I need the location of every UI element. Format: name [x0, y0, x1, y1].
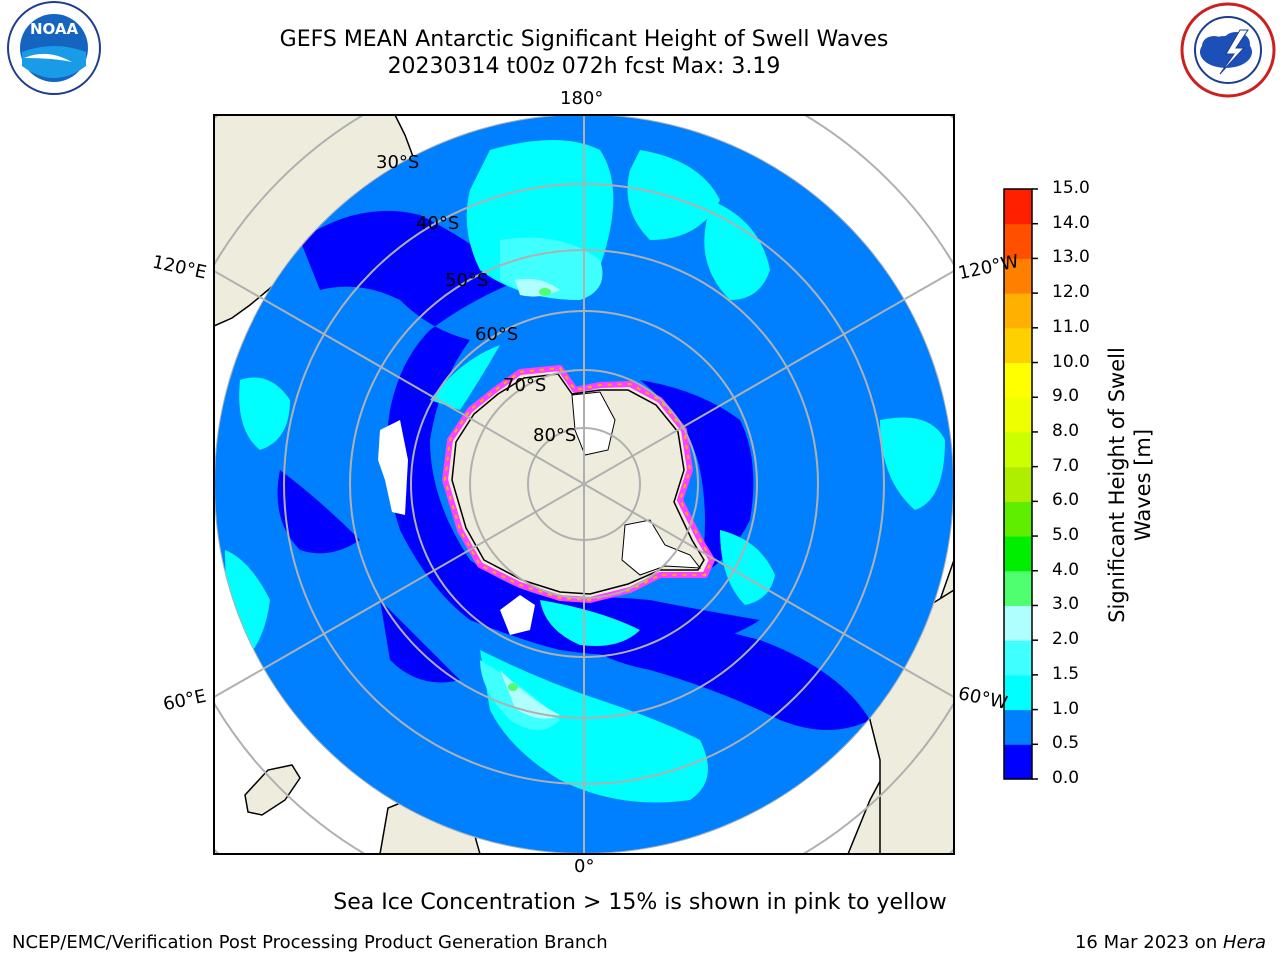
colorbar-segment — [1004, 223, 1032, 259]
colorbar-tick-label: 5.0 — [1052, 525, 1080, 546]
noaa-logo: NOAA — [7, 1, 101, 95]
colorbar-segment — [1004, 293, 1032, 329]
colorbar-segment — [1004, 570, 1032, 606]
credit-text: NCEP/EMC/Verification Post Processing Pr… — [12, 932, 608, 953]
colorbar-segment — [1004, 744, 1032, 780]
map-title: GEFS MEAN Antarctic Significant Height o… — [279, 27, 889, 52]
colorbar-segment — [1004, 640, 1032, 676]
colorbar-segment — [1004, 397, 1032, 433]
colorbar-tick-label: 0.5 — [1052, 733, 1080, 754]
colorbar-segment — [1004, 431, 1032, 468]
graticule — [214, 115, 954, 854]
colorbar-label: Significant Height of Swell Waves [m] — [1105, 347, 1155, 623]
nws-logo — [1180, 2, 1276, 98]
colorbar-tick-label: 0.0 — [1052, 768, 1080, 788]
colorbar-tick-label: 13.0 — [1052, 247, 1090, 268]
colorbar-tick-label: 4.0 — [1052, 559, 1080, 580]
colorbar-tick-label: 8.0 — [1052, 420, 1080, 441]
colorbar-tick-label: 9.0 — [1052, 386, 1080, 407]
colorbar-tick-label: 10.0 — [1052, 351, 1090, 372]
colorbar-tick-label: 14.0 — [1052, 212, 1090, 233]
lat-label-30s: 30°S — [376, 152, 420, 173]
colorbar-segment — [1004, 327, 1032, 364]
colorbar-segment — [1004, 536, 1032, 572]
colorbar-segment — [1004, 189, 1032, 225]
colorbar-segment — [1004, 709, 1032, 745]
colorbar-tick-label: 15.0 — [1052, 178, 1090, 198]
swell-field-0-0.5 — [277, 210, 870, 730]
colorbar-tick-label: 12.0 — [1052, 282, 1090, 303]
run-date: 16 Mar 2023 on Hera — [1075, 932, 1266, 953]
colorbar-tick-label: 7.0 — [1052, 455, 1080, 476]
colorbar-tick-label: 1.0 — [1052, 698, 1080, 719]
lat-label-60s: 60°S — [475, 324, 519, 345]
colorbar-segment — [1004, 674, 1032, 711]
machine-name: Hera — [1222, 932, 1266, 953]
colorbar-tick-label: 1.5 — [1052, 663, 1080, 684]
lat-label-70s: 70°S — [503, 375, 547, 396]
lat-label-80s: 80°S — [533, 425, 577, 446]
lon-label-0: 0° — [574, 856, 595, 877]
noaa-logo-text: NOAA — [30, 20, 79, 38]
colorbar-tick-label: 11.0 — [1052, 316, 1090, 337]
run-date-text: 16 Mar 2023 on — [1074, 932, 1223, 953]
swell-field-3.0 — [508, 288, 551, 691]
colorbar-tick-label: 3.0 — [1052, 594, 1080, 615]
colorbar-segment — [1004, 501, 1032, 537]
colorbar — [1003, 188, 1038, 780]
map-subtitle: 20230314 t00z 072h fcst Max: 3.19 — [387, 54, 781, 79]
colorbar-tick-label: 6.0 — [1052, 490, 1080, 511]
colorbar-segment — [1004, 466, 1032, 502]
sea-ice-note: Sea Ice Concentration > 15% is shown in … — [333, 890, 947, 915]
colorbar-segment — [1004, 605, 1032, 641]
colorbar-segment — [1004, 258, 1032, 294]
map-frame — [213, 114, 955, 855]
colorbar-frame — [1003, 188, 1033, 780]
lon-label-180: 180° — [560, 88, 604, 109]
colorbar-segment — [1004, 362, 1032, 398]
antarctica — [378, 365, 715, 635]
lat-label-40s: 40°S — [416, 213, 460, 234]
colorbar-tick-label: 2.0 — [1052, 629, 1080, 650]
lat-label-50s: 50°S — [445, 270, 489, 291]
